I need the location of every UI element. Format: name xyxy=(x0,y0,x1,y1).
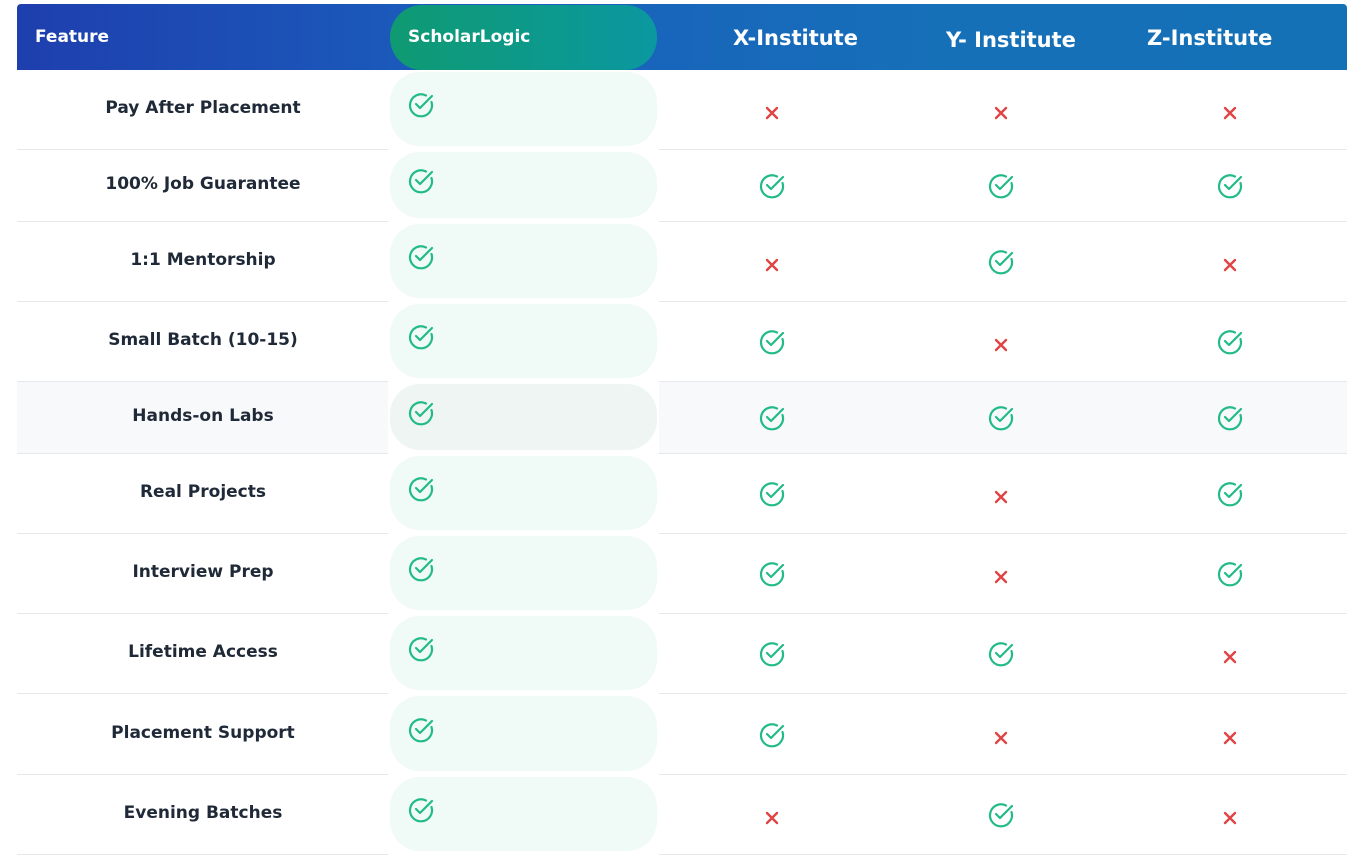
feature-label: 100% Job Guarantee xyxy=(105,174,301,194)
table-row xyxy=(17,694,1347,775)
check-icon xyxy=(408,637,434,662)
column-header: Feature xyxy=(35,27,110,47)
check-icon xyxy=(1217,406,1243,431)
cross-icon xyxy=(1223,811,1237,825)
column-header: Y- Institute xyxy=(946,28,1076,52)
highlight-cell xyxy=(390,696,657,771)
cross-icon xyxy=(994,338,1008,352)
check-icon xyxy=(759,642,785,667)
check-icon xyxy=(408,93,434,118)
check-icon xyxy=(988,406,1014,431)
cross-icon xyxy=(994,731,1008,744)
check-icon xyxy=(1217,562,1243,587)
feature-label: Placement Support xyxy=(111,722,295,743)
cross-icon xyxy=(994,106,1008,120)
cross-icon xyxy=(1223,731,1237,744)
highlight-cell xyxy=(390,152,657,218)
check-icon xyxy=(759,330,785,355)
check-icon xyxy=(759,482,785,507)
highlight-cell xyxy=(390,616,657,690)
feature-label: Pay After Placement xyxy=(105,98,301,118)
column-header: Z-Institute xyxy=(1147,26,1273,50)
check-icon xyxy=(408,798,434,823)
cross-icon xyxy=(765,258,779,272)
feature-label: Real Projects xyxy=(139,482,267,502)
check-icon xyxy=(408,401,434,426)
check-icon xyxy=(988,250,1014,275)
table-row xyxy=(17,534,1347,614)
cross-icon xyxy=(1223,258,1237,272)
check-icon xyxy=(759,406,785,431)
check-icon xyxy=(759,174,785,199)
check-icon xyxy=(408,557,434,582)
cross-icon xyxy=(994,490,1008,504)
feature-label: Hands-on Labs xyxy=(132,406,274,426)
feature-label: Evening Batches xyxy=(123,803,283,823)
table-row xyxy=(17,614,1347,694)
highlight-header xyxy=(390,5,657,70)
table-row xyxy=(17,150,1347,222)
check-icon xyxy=(1217,482,1243,507)
cross-icon xyxy=(765,106,779,120)
table-row xyxy=(17,70,1347,150)
highlight-cell xyxy=(390,304,657,378)
column-header: X-Institute xyxy=(733,26,858,50)
highlight-cell xyxy=(390,384,657,450)
check-icon xyxy=(988,174,1014,199)
table-row xyxy=(17,222,1347,302)
cross-icon xyxy=(994,570,1008,584)
check-icon xyxy=(1217,330,1243,355)
highlight-cell xyxy=(390,777,657,851)
table-header xyxy=(17,4,1347,70)
check-icon xyxy=(408,325,434,350)
highlight-cell xyxy=(390,536,657,610)
cross-icon xyxy=(1223,106,1237,120)
table-row xyxy=(17,454,1347,534)
check-icon xyxy=(408,169,434,194)
table-row xyxy=(17,382,1347,454)
column-header: ScholarLogic xyxy=(408,27,531,47)
feature-label: Lifetime Access xyxy=(128,642,278,662)
cross-icon xyxy=(1223,650,1237,664)
check-icon xyxy=(759,722,785,747)
check-icon xyxy=(408,717,434,742)
check-icon xyxy=(408,245,434,270)
highlight-cell xyxy=(390,224,657,298)
check-icon xyxy=(988,642,1014,667)
table-row xyxy=(17,775,1347,855)
table-row xyxy=(17,302,1347,382)
highlight-cell xyxy=(390,72,657,146)
feature-label: Small Batch (10-15) xyxy=(108,330,298,350)
feature-label: 1:1 Mentorship xyxy=(130,250,276,270)
cross-icon xyxy=(765,811,779,825)
check-icon xyxy=(408,477,434,502)
feature-label: Interview Prep xyxy=(132,562,274,582)
highlight-cell xyxy=(390,456,657,530)
check-icon xyxy=(988,803,1014,828)
check-icon xyxy=(1217,174,1243,199)
check-icon xyxy=(759,562,785,587)
